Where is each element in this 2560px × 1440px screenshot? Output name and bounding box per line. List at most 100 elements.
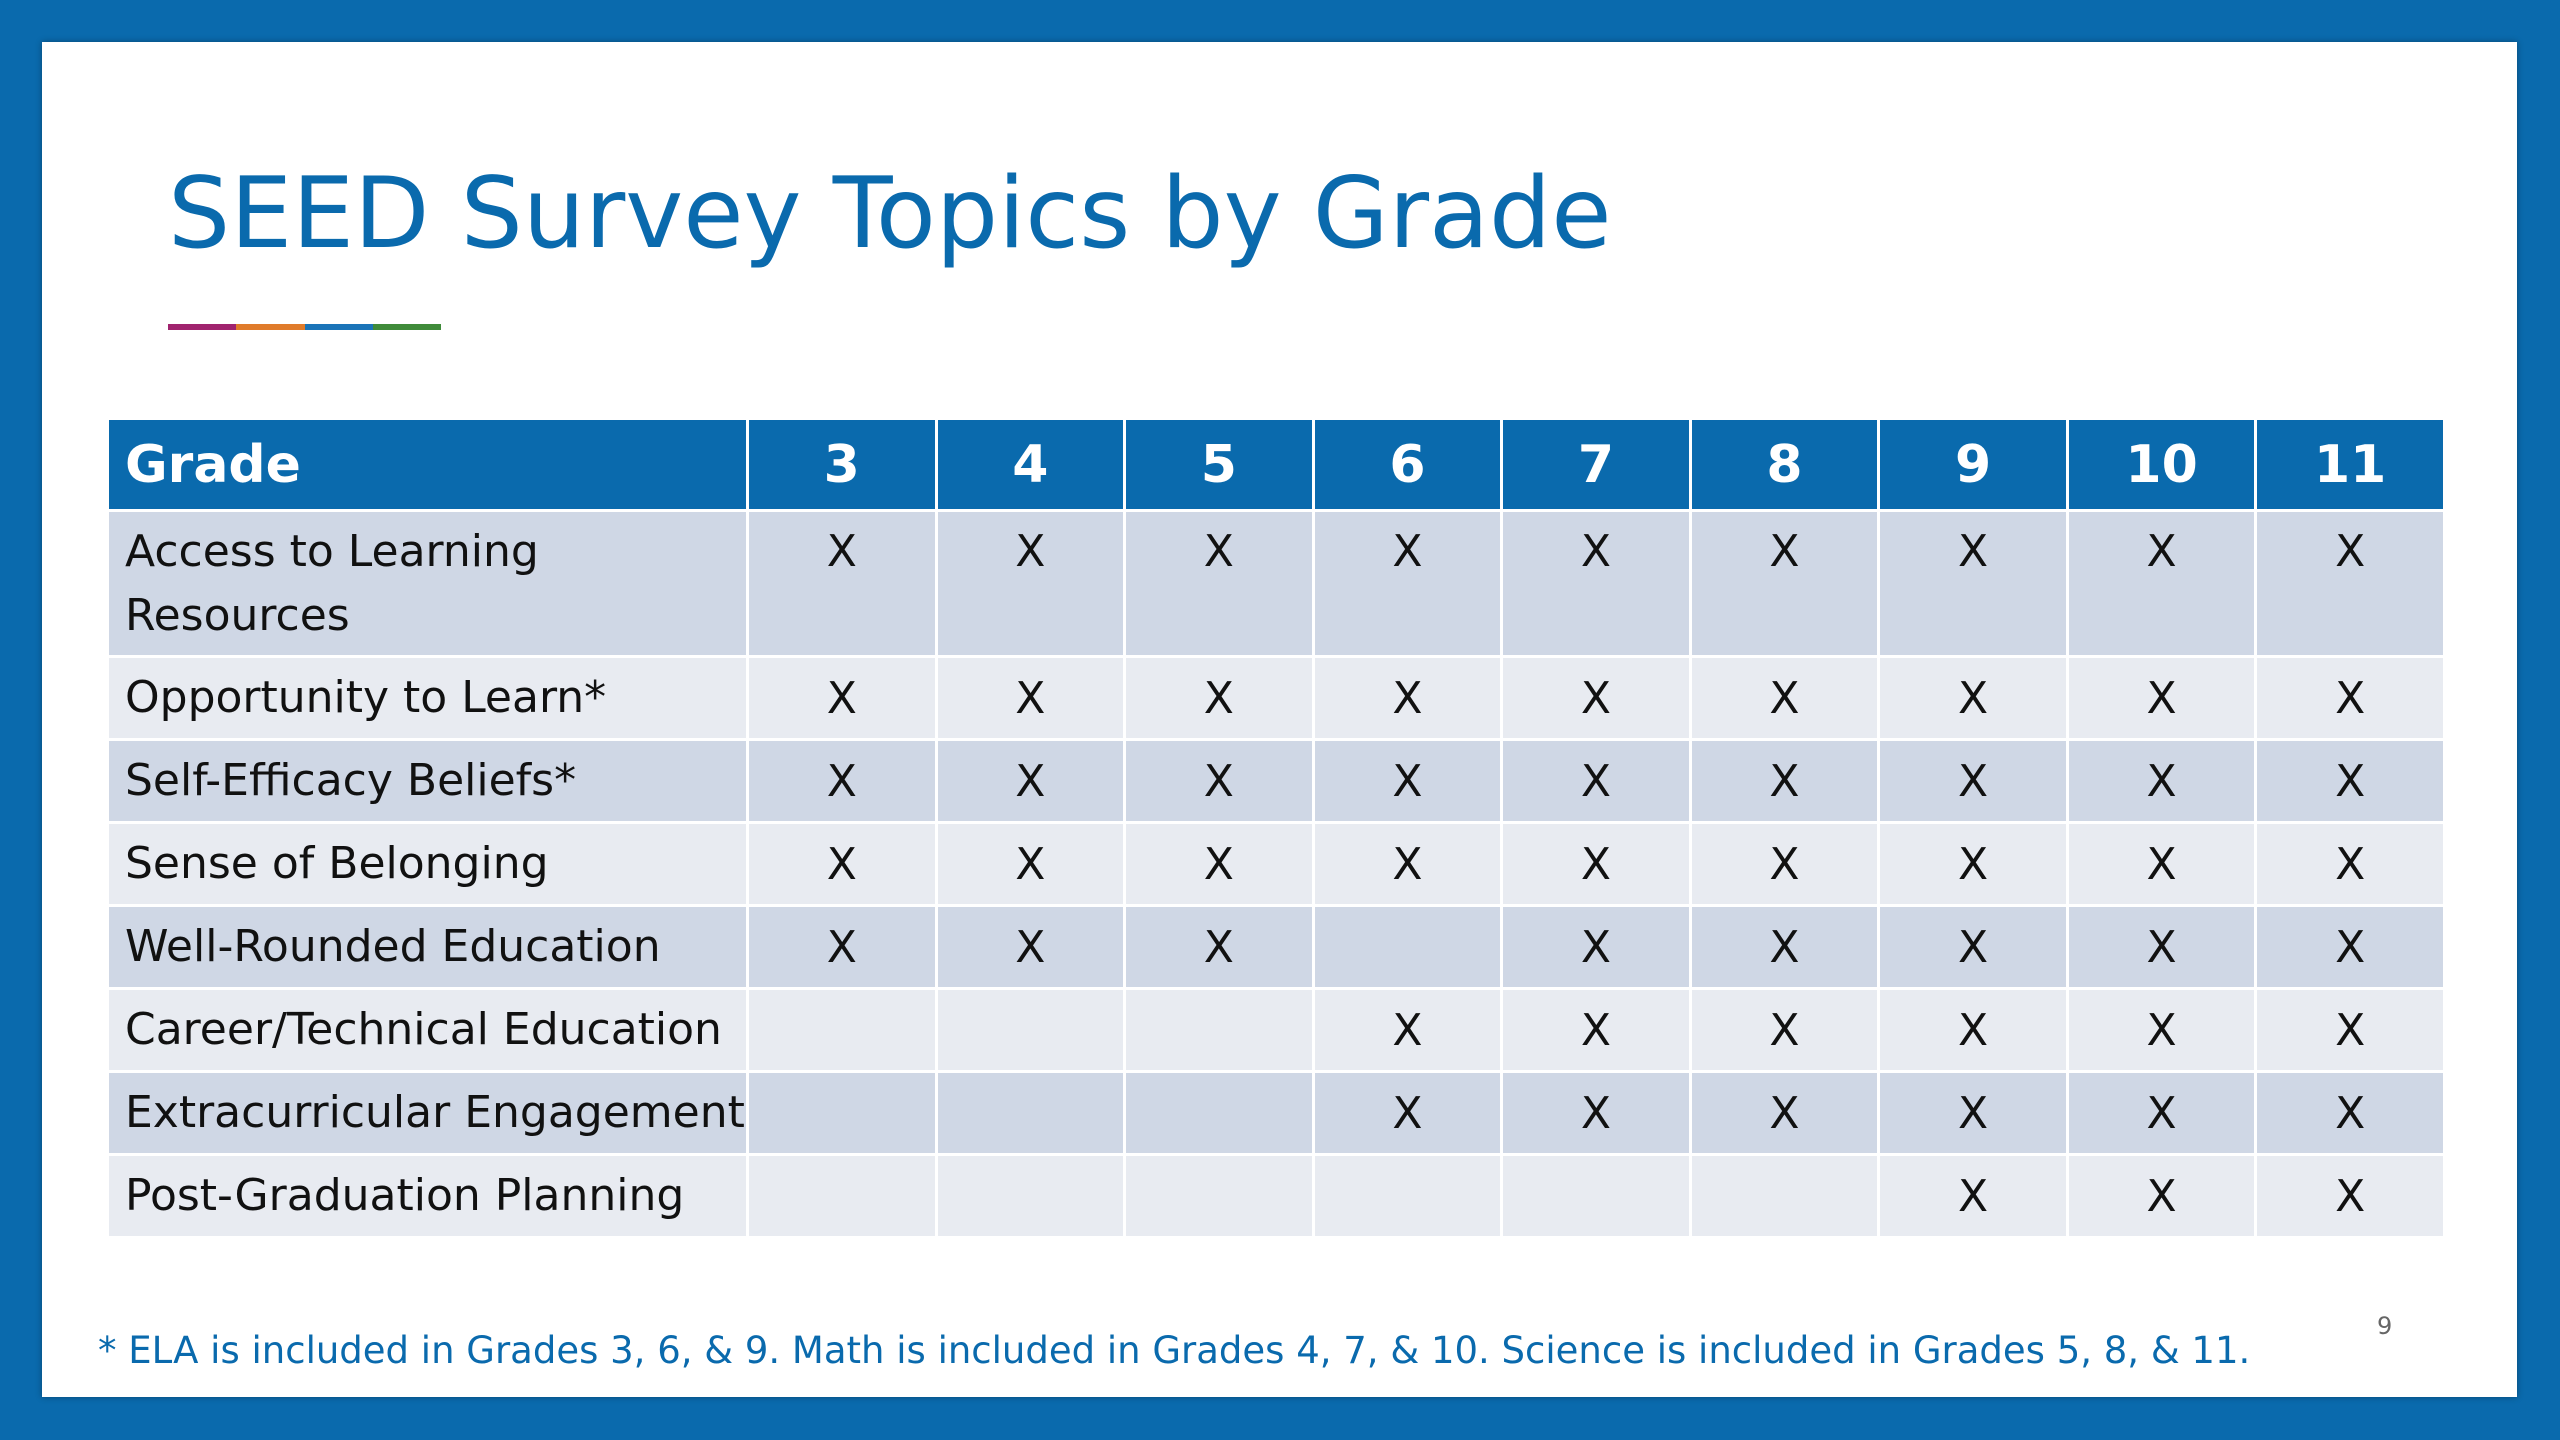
grade-mark-cell: X: [2065, 1153, 2258, 1239]
grade-mark-cell: X: [1877, 1070, 2069, 1156]
grade-mark-cell: X: [1688, 509, 1881, 658]
grade-mark-cell: X: [934, 904, 1127, 990]
table-row: Access to Learning Resources X X X X X X X X X: [106, 509, 2446, 658]
grade-mark-cell: X: [1877, 1153, 2069, 1239]
grade-mark-cell: X: [1123, 738, 1315, 824]
accent-segment: [168, 324, 237, 330]
column-header-grade-8: 8: [1688, 417, 1881, 512]
grade-mark-cell: X: [1311, 821, 1504, 907]
table-row: Post-Graduation Planning X X X: [106, 1153, 2446, 1239]
grade-mark-cell: X: [1688, 1070, 1881, 1156]
grade-mark-cell: [1123, 1070, 1315, 1156]
grade-mark-cell: X: [934, 821, 1127, 907]
column-header-grade-3: 3: [746, 417, 938, 512]
column-header-grade-11: 11: [2254, 417, 2446, 512]
grade-mark-cell: X: [2065, 904, 2258, 990]
grade-mark-cell: X: [2065, 987, 2258, 1073]
grade-mark-cell: [934, 1070, 1127, 1156]
accent-segment: [304, 324, 373, 330]
grade-mark-cell: [1311, 1153, 1504, 1239]
topic-cell: Sense of Belonging: [106, 821, 749, 907]
grade-mark-cell: X: [1311, 655, 1504, 741]
table-row: Sense of Belonging X X X X X X X X X: [106, 821, 2446, 907]
grade-mark-cell: X: [1500, 1070, 1692, 1156]
grade-mark-cell: X: [1877, 655, 2069, 741]
grade-mark-cell: X: [1877, 821, 2069, 907]
grade-mark-cell: X: [1877, 987, 2069, 1073]
grade-mark-cell: X: [1123, 655, 1315, 741]
grade-mark-cell: X: [934, 655, 1127, 741]
column-header-grade-5: 5: [1123, 417, 1315, 512]
grade-mark-cell: X: [2254, 738, 2446, 824]
accent-segment: [236, 324, 305, 330]
column-header-grade-6: 6: [1311, 417, 1504, 512]
column-header-grade-7: 7: [1500, 417, 1692, 512]
grade-mark-cell: X: [2065, 509, 2258, 658]
grade-mark-cell: X: [934, 509, 1127, 658]
table-row: Extracurricular Engagement X X X X X X: [106, 1070, 2446, 1156]
column-header-grade-4: 4: [934, 417, 1127, 512]
grade-mark-cell: [1311, 904, 1504, 990]
table-row: Self-Efficacy Beliefs* X X X X X X X X X: [106, 738, 2446, 824]
grade-mark-cell: X: [1500, 904, 1692, 990]
grade-mark-cell: X: [2254, 821, 2446, 907]
grade-mark-cell: X: [934, 738, 1127, 824]
accent-segment: [372, 324, 441, 330]
grade-mark-cell: [1688, 1153, 1881, 1239]
grade-mark-cell: X: [1500, 987, 1692, 1073]
page-number: 9: [2377, 1312, 2393, 1340]
grade-mark-cell: X: [746, 904, 938, 990]
grade-mark-cell: X: [1123, 821, 1315, 907]
grade-mark-cell: X: [746, 738, 938, 824]
grade-mark-cell: X: [1311, 987, 1504, 1073]
topic-cell: Access to Learning Resources: [106, 509, 749, 658]
topics-by-grade-table: Grade 3 4 5 6 7 8 9 10 11 Access to Learning Res…: [106, 417, 2446, 1239]
grade-mark-cell: X: [2254, 1153, 2446, 1239]
grade-mark-cell: X: [1688, 655, 1881, 741]
table-row: Opportunity to Learn* X X X X X X X X X: [106, 655, 2446, 741]
grade-mark-cell: X: [1500, 655, 1692, 741]
slide-title: SEED Survey Topics by Grade: [168, 157, 1612, 271]
grade-mark-cell: X: [1688, 904, 1881, 990]
grade-mark-cell: [746, 1153, 938, 1239]
grade-mark-cell: X: [1877, 738, 2069, 824]
grade-mark-cell: X: [2065, 821, 2258, 907]
column-header-grade-9: 9: [1877, 417, 2069, 512]
grade-mark-cell: [934, 987, 1127, 1073]
grade-mark-cell: X: [1500, 738, 1692, 824]
grade-mark-cell: X: [2254, 1070, 2446, 1156]
grade-mark-cell: X: [1123, 904, 1315, 990]
grade-mark-cell: X: [1688, 987, 1881, 1073]
grade-mark-cell: [746, 987, 938, 1073]
topic-cell: Career/Technical Education: [106, 987, 749, 1073]
grade-mark-cell: X: [1688, 821, 1881, 907]
grade-mark-cell: X: [2254, 655, 2446, 741]
topic-cell: Self-Efficacy Beliefs*: [106, 738, 749, 824]
topic-cell: Post-Graduation Planning: [106, 1153, 749, 1239]
grade-mark-cell: X: [1500, 821, 1692, 907]
grade-mark-cell: [934, 1153, 1127, 1239]
grade-mark-cell: X: [746, 821, 938, 907]
table-body: Access to Learning Resources X X X X X X X X X Opp…: [106, 509, 2446, 1239]
topic-cell: Extracurricular Engagement: [106, 1070, 749, 1156]
grade-mark-cell: X: [2254, 987, 2446, 1073]
grade-mark-cell: X: [1877, 904, 2069, 990]
grade-mark-cell: X: [2065, 738, 2258, 824]
table-header-row: Grade 3 4 5 6 7 8 9 10 11: [106, 417, 2446, 512]
grade-mark-cell: X: [2065, 1070, 2258, 1156]
grade-mark-cell: X: [2254, 509, 2446, 658]
column-header-grade-10: 10: [2065, 417, 2258, 512]
grade-mark-cell: [1123, 1153, 1315, 1239]
grade-mark-cell: X: [1311, 738, 1504, 824]
grade-mark-cell: [746, 1070, 938, 1156]
grade-mark-cell: X: [1877, 509, 2069, 658]
grade-mark-cell: [1500, 1153, 1692, 1239]
grade-mark-cell: X: [2254, 904, 2446, 990]
grade-mark-cell: X: [1311, 1070, 1504, 1156]
grade-mark-cell: X: [746, 509, 938, 658]
grade-mark-cell: X: [1500, 509, 1692, 658]
grade-mark-cell: X: [2065, 655, 2258, 741]
grade-mark-cell: X: [746, 655, 938, 741]
grade-mark-cell: X: [1123, 509, 1315, 658]
